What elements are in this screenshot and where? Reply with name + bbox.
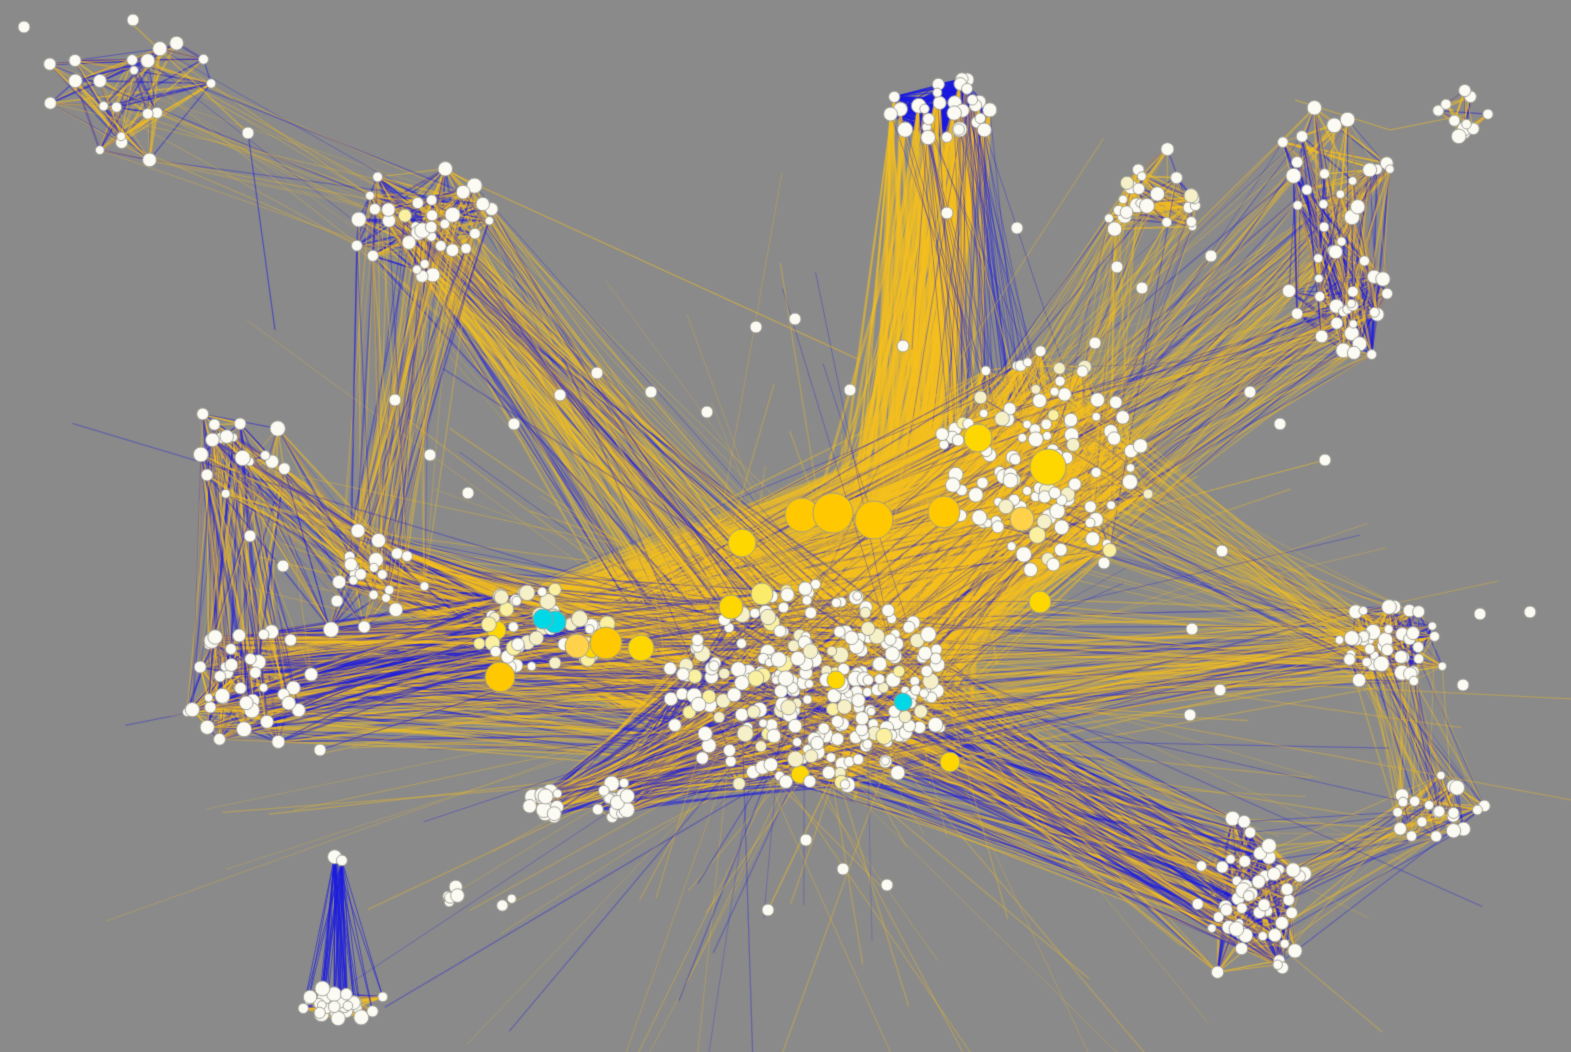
network-graph-canvas[interactable] xyxy=(0,0,1571,1052)
graph-visualization-container xyxy=(0,0,1571,1052)
